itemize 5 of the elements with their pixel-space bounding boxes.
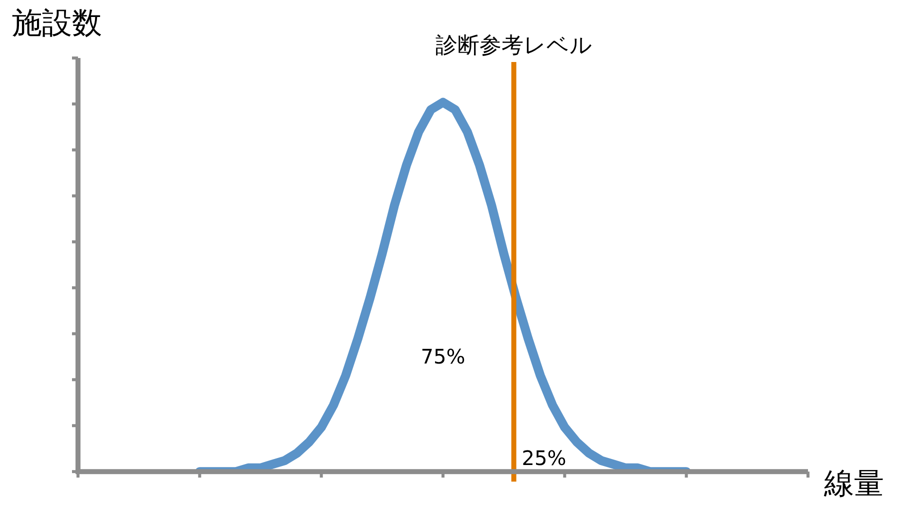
annotation: 75% bbox=[420, 344, 466, 368]
text: 診断参考レベル bbox=[435, 34, 592, 59]
y-axis-title: 施設数 bbox=[12, 6, 102, 41]
annotation: 25% bbox=[522, 446, 566, 470]
x-axis-title: 線量 bbox=[823, 466, 884, 502]
